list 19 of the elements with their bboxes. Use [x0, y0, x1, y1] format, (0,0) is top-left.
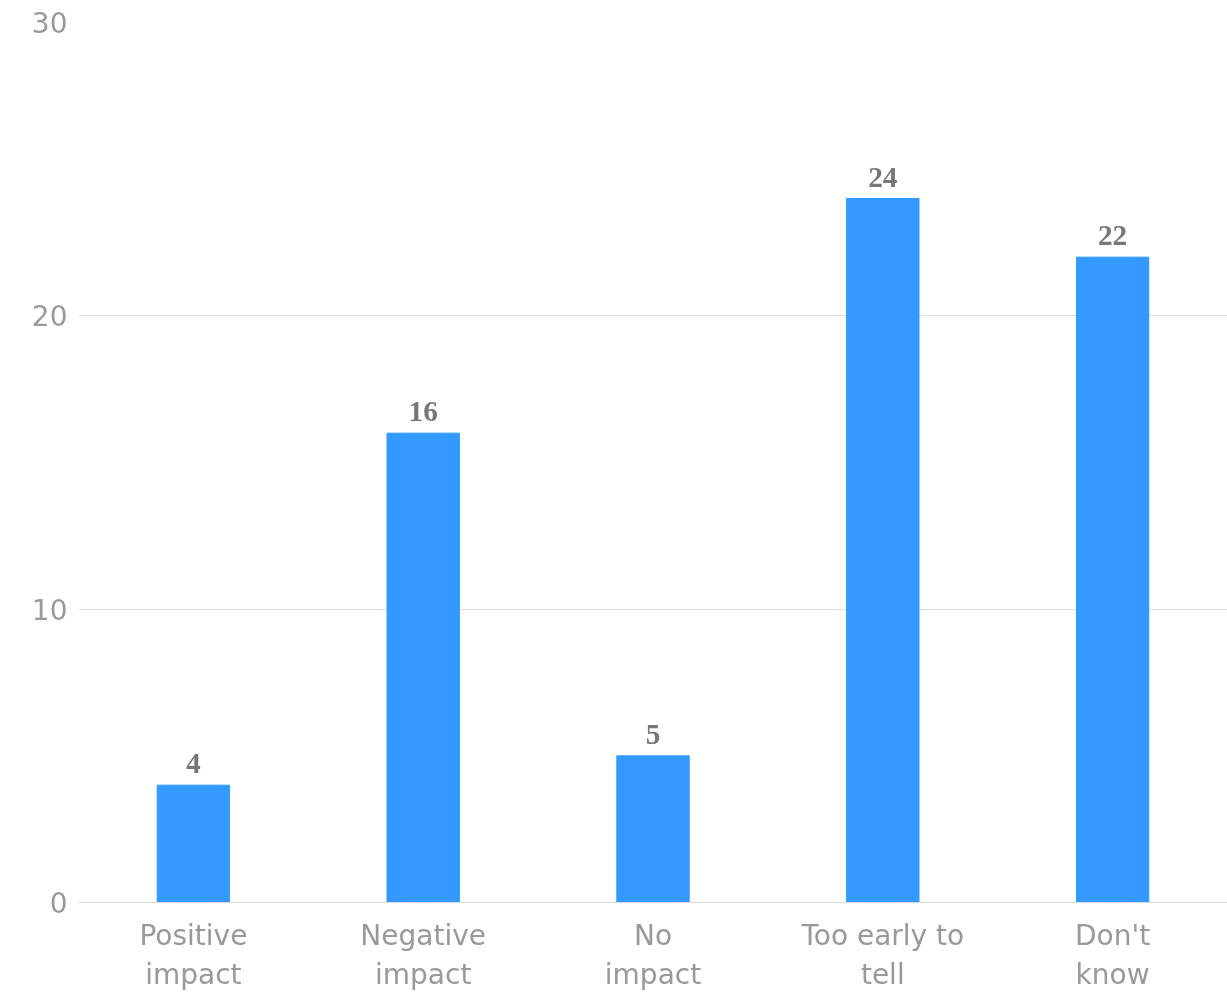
data-label: 22 — [1097, 219, 1128, 252]
y-tick-label: 30 — [31, 7, 68, 40]
x-tick-label: Positive impact — [139, 918, 248, 992]
y-tick-label: 10 — [31, 593, 68, 627]
data-label: 24 — [868, 160, 898, 193]
data-label: 16 — [408, 395, 438, 428]
bar — [156, 784, 231, 903]
x-tick-label: Negative impact — [360, 918, 487, 992]
x-tick-label: No impact — [604, 918, 702, 992]
x-tick-label: Don't know — [1075, 918, 1151, 992]
y-tick-label: 0 — [49, 887, 68, 920]
bar — [386, 432, 460, 903]
bar — [616, 755, 690, 903]
x-tick-label: Too early to tell — [800, 918, 965, 992]
data-label: 5 — [645, 717, 661, 750]
bar — [1075, 256, 1150, 903]
data-label: 4 — [186, 747, 202, 780]
y-tick-label: 20 — [31, 300, 68, 334]
bar — [846, 198, 920, 903]
